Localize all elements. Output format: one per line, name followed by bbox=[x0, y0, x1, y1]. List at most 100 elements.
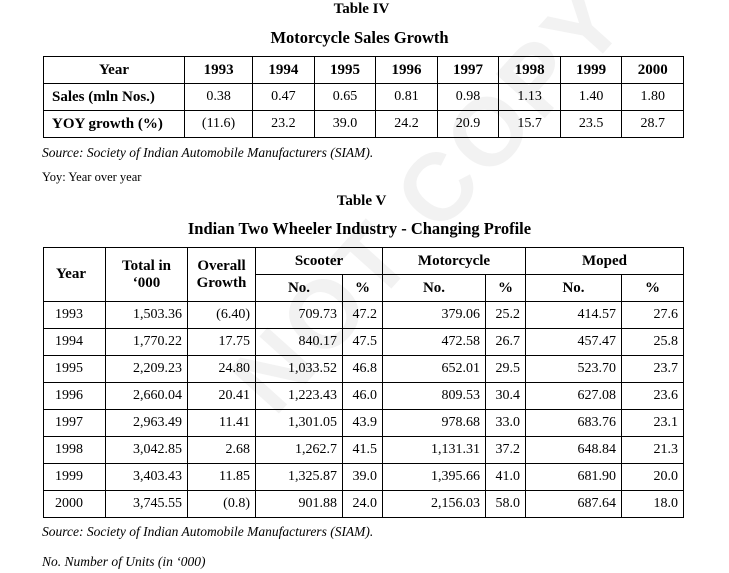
header-overall-growth: Overall Growth bbox=[187, 247, 256, 302]
header-cell: 1994 bbox=[252, 56, 315, 84]
table-cell: 17.75 bbox=[187, 328, 256, 356]
header-motorcycle: Motorcycle bbox=[382, 247, 526, 275]
header-cell: Year bbox=[43, 56, 185, 84]
table-cell: 23.7 bbox=[621, 355, 684, 383]
table-cell: 33.0 bbox=[485, 409, 526, 437]
table-v-source: Source: Society of Indian Automobile Man… bbox=[42, 524, 374, 539]
table-cell: 681.90 bbox=[525, 463, 622, 491]
table-cell: 26.7 bbox=[485, 328, 526, 356]
row-label: YOY growth (%) bbox=[43, 110, 185, 138]
table-cell: 472.58 bbox=[382, 328, 486, 356]
table-iv-title: Motorcycle Sales Growth bbox=[270, 28, 449, 47]
table-cell: 29.5 bbox=[485, 355, 526, 383]
table-cell: 1,395.66 bbox=[382, 463, 486, 491]
table-row: 1998 3,042.85 2.68 1,262.7 41.5 1,131.31 37.2 6… bbox=[43, 436, 684, 464]
table-cell: 25.8 bbox=[621, 328, 684, 356]
table-cell: 627.08 bbox=[525, 382, 622, 410]
table-cell: 23.5 bbox=[559, 110, 623, 138]
table-cell: 28.7 bbox=[621, 110, 684, 138]
header-cell: 2000 bbox=[621, 56, 684, 84]
table-iv-note: Yoy: Year over year bbox=[42, 170, 142, 184]
table-subheader-row: No. % No. % No. % bbox=[44, 274, 684, 302]
table-row: 2000 3,745.55 (0.8) 901.88 24.0 2,156.03 58.0 6… bbox=[43, 490, 684, 518]
header-moped: Moped bbox=[525, 247, 684, 275]
table-cell: 23.1 bbox=[621, 409, 684, 437]
table-v-note: No. Number of Units (in ‘000) bbox=[42, 554, 206, 569]
table-cell: 15.7 bbox=[498, 110, 561, 138]
table-cell: 47.2 bbox=[342, 301, 383, 329]
table-cell: 37.2 bbox=[485, 436, 526, 464]
table-cell: 2,209.23 bbox=[105, 355, 188, 383]
table-cell: 1.80 bbox=[621, 83, 684, 111]
table-cell: 0.47 bbox=[252, 83, 315, 111]
table-cell: 18.0 bbox=[621, 490, 684, 518]
table-cell: 687.64 bbox=[525, 490, 622, 518]
table-cell: 24.0 bbox=[342, 490, 383, 518]
table-cell: 23.2 bbox=[252, 110, 315, 138]
table-cell: 652.01 bbox=[382, 355, 486, 383]
table-cell: 3,042.85 bbox=[105, 436, 188, 464]
table-v-number: Table V bbox=[336, 193, 387, 209]
table-cell: 43.9 bbox=[342, 409, 383, 437]
table-cell: 0.98 bbox=[436, 83, 500, 111]
row-year: 1998 bbox=[43, 436, 106, 464]
table-cell: 523.70 bbox=[525, 355, 622, 383]
header-pct: % bbox=[485, 274, 526, 302]
table-cell: 1.40 bbox=[559, 83, 623, 111]
header-cell: 1993 bbox=[183, 56, 254, 84]
table-cell: 683.76 bbox=[525, 409, 622, 437]
table-cell: 24.2 bbox=[375, 110, 438, 138]
table-cell: 2,156.03 bbox=[382, 490, 486, 518]
table-cell: 379.06 bbox=[382, 301, 486, 329]
table-cell: 58.0 bbox=[485, 490, 526, 518]
table-cell: 809.53 bbox=[382, 382, 486, 410]
row-year: 1997 bbox=[43, 409, 106, 437]
table-iv-number: Table IV bbox=[333, 1, 390, 17]
table-row: 1994 1,770.22 17.75 840.17 47.5 472.58 26.7 457… bbox=[43, 328, 684, 356]
header-no: No. bbox=[525, 274, 622, 302]
table-cell: (11.6) bbox=[183, 110, 254, 138]
table-header-row: Year 1993 1994 1995 1996 1997 1998 1999 … bbox=[43, 56, 684, 84]
table-cell: 1,770.22 bbox=[105, 328, 188, 356]
table-row: 1999 3,403.43 11.85 1,325.87 39.0 1,395.66 41.… bbox=[43, 463, 684, 491]
table-cell: 20.0 bbox=[621, 463, 684, 491]
header-no: No. bbox=[382, 274, 486, 302]
header-pct: % bbox=[621, 274, 684, 302]
table-cell: 46.0 bbox=[342, 382, 383, 410]
table-cell: 709.73 bbox=[255, 301, 343, 329]
row-year: 1993 bbox=[43, 301, 106, 329]
row-label: Sales (mln Nos.) bbox=[43, 83, 185, 111]
header-year: Year bbox=[43, 247, 106, 302]
table-row: 1995 2,209.23 24.80 1,033.52 46.8 652.01 29.5 5… bbox=[43, 355, 684, 383]
table-cell: 21.3 bbox=[621, 436, 684, 464]
table-cell: 457.47 bbox=[525, 328, 622, 356]
table-cell: 0.65 bbox=[313, 83, 377, 111]
header-no: No. bbox=[255, 274, 343, 302]
table-cell: (0.8) bbox=[187, 490, 256, 518]
table-cell: 3,745.55 bbox=[105, 490, 188, 518]
table-row: 1996 2,660.04 20.41 1,223.43 46.0 809.53 30.4 6… bbox=[43, 382, 684, 410]
two-wheeler-profile-table: Year Total in ‘000 Overall Growth Scoote… bbox=[43, 247, 684, 518]
table-iv-source: Source: Society of Indian Automobile Man… bbox=[42, 145, 374, 160]
table-cell: 41.5 bbox=[342, 436, 383, 464]
table-row: 1997 2,963.49 11.41 1,301.05 43.9 978.68 33.0 6… bbox=[43, 409, 684, 437]
table-cell: 24.80 bbox=[187, 355, 256, 383]
table-cell: (6.40) bbox=[187, 301, 256, 329]
row-year: 1999 bbox=[43, 463, 106, 491]
table-cell: 30.4 bbox=[485, 382, 526, 410]
motorcycle-sales-table: Year 1993 1994 1995 1996 1997 1998 1999 … bbox=[43, 56, 684, 138]
table-row: 1993 1,503.36 (6.40) 709.73 47.2 379.06 25.2 41… bbox=[43, 301, 684, 329]
row-year: 1994 bbox=[43, 328, 106, 356]
table-cell: 1,223.43 bbox=[255, 382, 343, 410]
table-cell: 11.85 bbox=[187, 463, 256, 491]
table-cell: 648.84 bbox=[525, 436, 622, 464]
table-cell: 39.0 bbox=[313, 110, 377, 138]
table-cell: 11.41 bbox=[187, 409, 256, 437]
table-row: Sales (mln Nos.) 0.38 0.47 0.65 0.81 0.9… bbox=[43, 83, 684, 111]
header-cell: 1995 bbox=[313, 56, 377, 84]
header-total: Total in ‘000 bbox=[105, 247, 188, 302]
table-cell: 1,503.36 bbox=[105, 301, 188, 329]
row-year: 2000 bbox=[43, 490, 106, 518]
table-cell: 20.41 bbox=[187, 382, 256, 410]
row-year: 1995 bbox=[43, 355, 106, 383]
